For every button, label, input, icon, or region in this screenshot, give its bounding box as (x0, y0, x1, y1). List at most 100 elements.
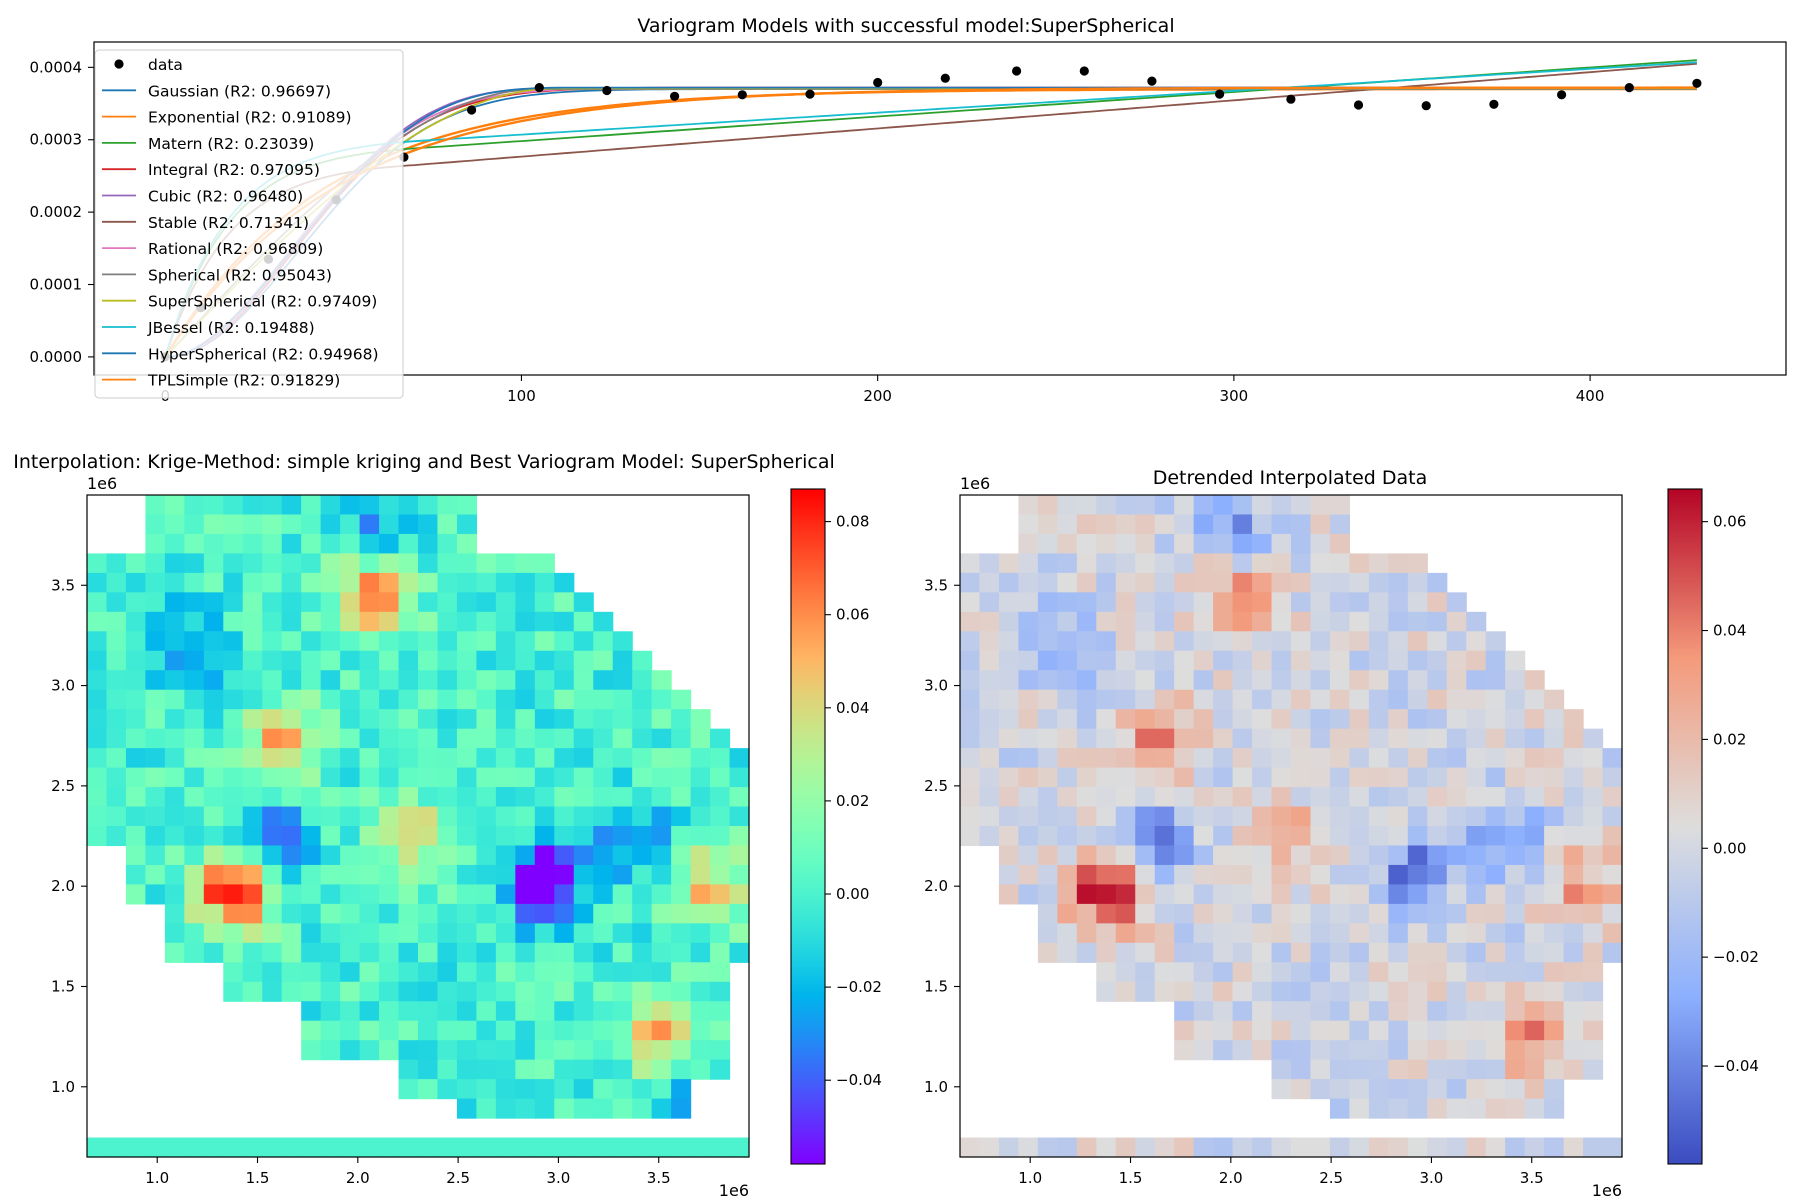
heatmap-cell (1291, 845, 1312, 866)
heatmap-cell (87, 826, 108, 847)
heatmap-cell (145, 767, 166, 788)
variogram-y-tick-label: 0.0002 (30, 203, 83, 221)
heatmap-cell (1446, 806, 1467, 827)
heatmap-cell (281, 962, 302, 983)
heatmap-cell (495, 1020, 516, 1041)
heatmap-cell (1310, 553, 1331, 574)
heatmap-cell (125, 748, 147, 769)
heatmap-cell (1115, 728, 1136, 749)
heatmap-cell (1115, 903, 1136, 924)
kriging-heatmap-cells (87, 495, 750, 1158)
heatmap-cell (359, 670, 380, 691)
heatmap-cell (1291, 787, 1312, 808)
heatmap-cell (979, 728, 1000, 749)
heatmap-cell (534, 631, 555, 652)
heatmap-cell (359, 611, 380, 632)
heatmap-cell (1232, 689, 1253, 710)
heatmap-cell (1329, 650, 1351, 671)
heatmap-cell (1427, 592, 1448, 613)
heatmap-cell (1252, 806, 1273, 827)
heatmap-cell (476, 845, 497, 866)
heatmap-cell (593, 1079, 614, 1100)
heatmap-cell (106, 748, 127, 769)
heatmap-cell (456, 495, 478, 516)
heatmap-cell (1329, 631, 1351, 652)
heatmap-cell (1349, 1079, 1370, 1100)
heatmap-cell (1174, 611, 1195, 632)
heatmap-cell (1368, 1137, 1389, 1158)
colorbar-tick-label: −0.02 (1713, 948, 1759, 966)
heatmap-cell (418, 533, 439, 555)
heatmap-cell (671, 903, 692, 924)
heatmap-cell (398, 1059, 419, 1080)
heatmap-cell (593, 611, 614, 632)
heatmap-cell (1057, 670, 1078, 691)
heatmap-cell (437, 611, 458, 632)
heatmap-cell (242, 670, 263, 691)
variogram-data-point (467, 105, 477, 115)
heatmap-cell (1271, 1001, 1292, 1022)
heatmap-cell (418, 592, 439, 613)
heatmap-cell (87, 611, 108, 632)
heatmap-cell (1446, 592, 1467, 613)
heatmap-cell (1349, 1098, 1370, 1119)
heatmap-cell (1291, 592, 1312, 613)
heatmap-cell (145, 728, 166, 749)
heatmap-cell (960, 728, 981, 749)
heatmap-cell (573, 1040, 594, 1061)
heatmap-cell (710, 962, 731, 983)
heatmap-cell (515, 1001, 536, 1022)
variogram-data-point (1012, 66, 1022, 76)
heatmap-cell (495, 923, 516, 944)
heatmap-x-tick-label: 2.5 (1319, 1169, 1343, 1187)
heatmap-cell (203, 650, 224, 671)
heatmap-cell (125, 650, 147, 671)
heatmap-cell (281, 689, 302, 710)
heatmap-cell (418, 942, 439, 963)
heatmap-cell (690, 1020, 711, 1041)
variogram-data-point (737, 90, 747, 100)
heatmap-cell (1407, 806, 1428, 827)
heatmap-cell (379, 981, 400, 1002)
heatmap-cell (301, 864, 322, 886)
heatmap-cell (1310, 514, 1331, 535)
heatmap-cell (1096, 962, 1117, 983)
heatmap-cell (1388, 1137, 1409, 1158)
heatmap-cell (1310, 981, 1331, 1002)
heatmap-cell (379, 689, 400, 710)
heatmap-cell (1232, 748, 1253, 769)
heatmap-cell (145, 884, 166, 905)
heatmap-cell (1583, 845, 1604, 866)
heatmap-cell (1563, 942, 1584, 963)
heatmap-cell (184, 826, 205, 847)
heatmap-cell (651, 864, 672, 886)
heatmap-cell (281, 553, 302, 574)
heatmap-cell (1291, 709, 1312, 730)
heatmap-cell (1174, 981, 1195, 1002)
heatmap-cell (1505, 864, 1526, 886)
heatmap-cell (1368, 611, 1389, 632)
heatmap-cell (301, 728, 322, 749)
heatmap-cell (1544, 1020, 1565, 1041)
heatmap-cell (320, 748, 341, 769)
heatmap-cell (1427, 1079, 1448, 1100)
heatmap-cell (340, 631, 361, 652)
heatmap-cell (1505, 787, 1526, 808)
heatmap-cell (1232, 787, 1253, 808)
heatmap-cell (515, 767, 536, 788)
heatmap-cell (262, 553, 283, 574)
heatmap-cell (437, 709, 458, 730)
heatmap-cell (1271, 748, 1292, 769)
heatmap-cell (1076, 806, 1097, 827)
heatmap-cell (1252, 572, 1273, 593)
heatmap-cell (495, 611, 516, 632)
heatmap-cell (1310, 942, 1331, 963)
heatmap-cell (418, 495, 439, 516)
heatmap-cell (1466, 962, 1487, 983)
heatmap-cell (379, 787, 400, 808)
heatmap-cell (1524, 1098, 1545, 1119)
heatmap-cell (1427, 728, 1448, 749)
heatmap-cell (1213, 1040, 1234, 1061)
heatmap-cell (164, 942, 185, 963)
